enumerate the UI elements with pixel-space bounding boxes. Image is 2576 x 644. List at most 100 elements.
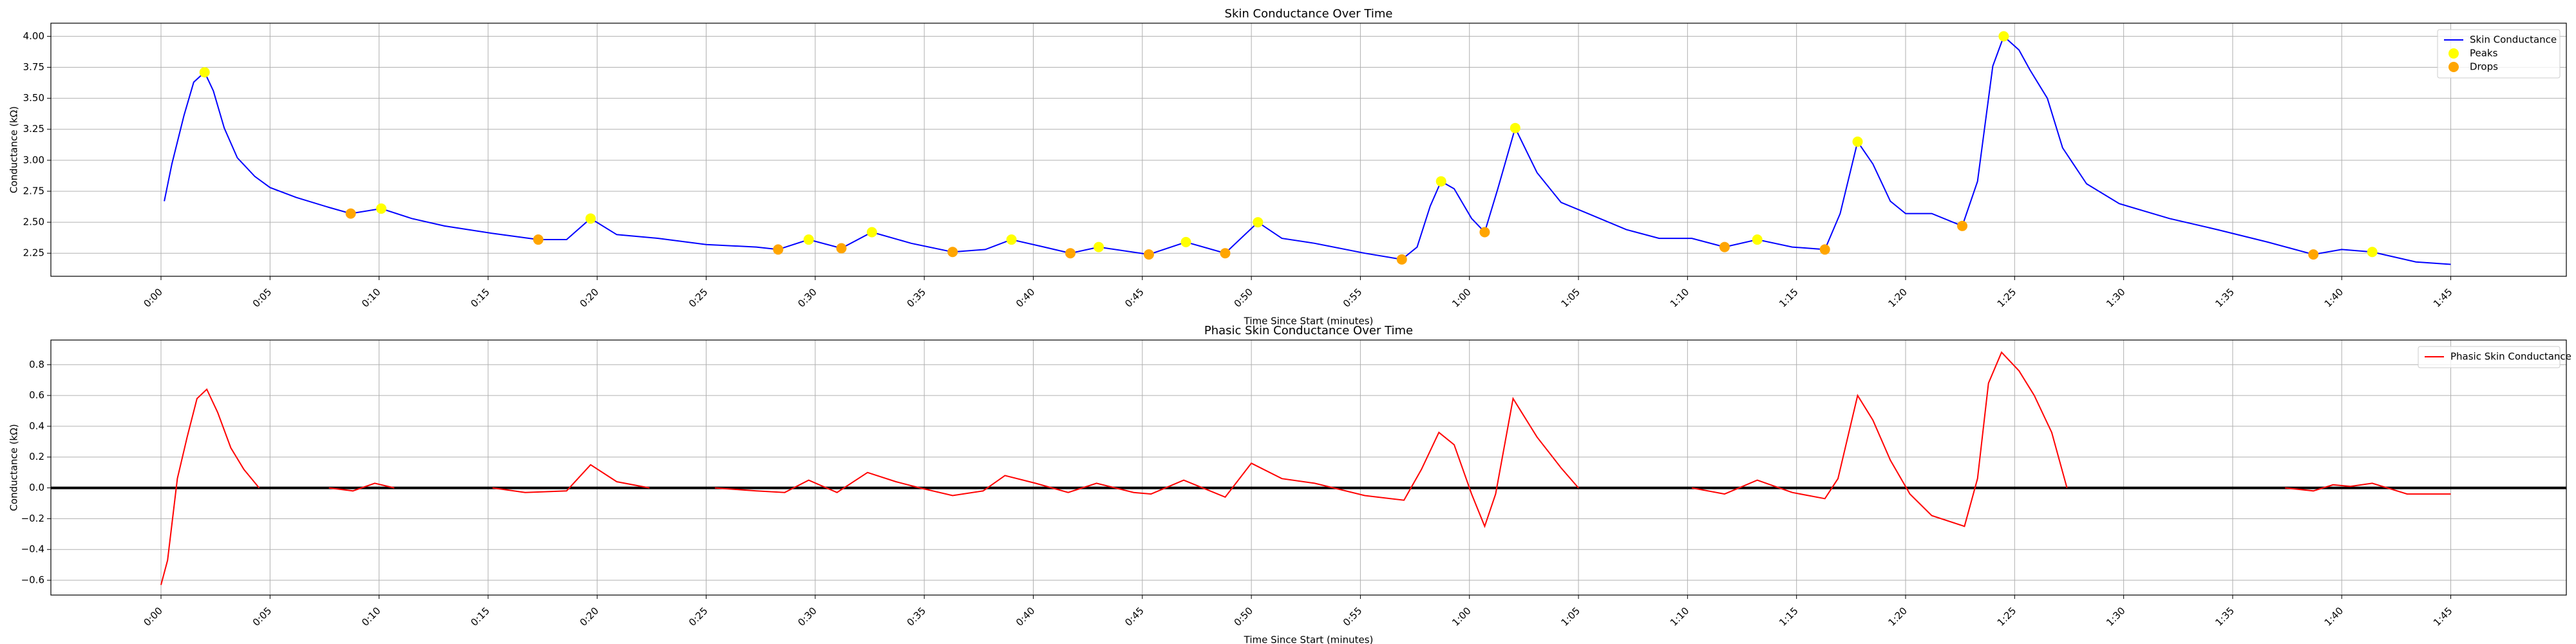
x-tick-label: 0:10 (359, 286, 383, 310)
x-tick-label: 1:30 (2104, 605, 2128, 629)
y-tick-label: 2.50 (23, 216, 44, 228)
plot-frame (50, 23, 2567, 277)
y-tick-label: 3.50 (23, 92, 44, 104)
scatter-point (1143, 249, 1154, 260)
y-tick-label: −0.4 (21, 544, 44, 555)
scatter-point (345, 208, 356, 219)
x-tick-label: 0:00 (141, 286, 165, 310)
series-line (160, 351, 2451, 585)
scatter-point (1819, 244, 1830, 255)
x-tick-label: 1:15 (1777, 286, 1801, 310)
x-tick-label: 1:05 (1559, 605, 1583, 629)
scatter-point (803, 234, 814, 245)
scatter-point (376, 203, 387, 214)
plot-frame (50, 339, 2567, 596)
legend-box (2418, 346, 2561, 368)
scatter-point (1180, 236, 1191, 247)
scatter-point (836, 243, 847, 254)
scatter-point (2367, 247, 2378, 258)
y-tick-label: 2.75 (23, 185, 44, 196)
y-tick-label: 4.00 (23, 30, 44, 42)
x-tick-label: 1:20 (1886, 605, 1909, 629)
subplot: 0:00 0:05 0:10 0:15 0:20 0:25 0:30 0:35 0:40 0:45… (8, 324, 2571, 644)
x-tick-label: 1:45 (2431, 286, 2455, 310)
scatter-point (1220, 248, 1231, 259)
y-tick-label: 2.25 (23, 247, 44, 259)
x-tick-label: 1:00 (1450, 286, 1473, 310)
legend-label: Phasic Skin Conductance (2450, 351, 2571, 363)
scatter-point (1094, 242, 1104, 252)
x-tick-label: 1:15 (1777, 605, 1801, 629)
y-tick-label: 0.8 (29, 359, 44, 370)
scatter-point (1065, 248, 1076, 259)
x-tick-label: 1:30 (2104, 286, 2128, 310)
x-tick-label: 0:15 (468, 286, 492, 310)
y-tick-label: 0.6 (29, 390, 44, 401)
y-tick-label: 3.75 (23, 61, 44, 73)
y-tick-label: 0.0 (29, 482, 44, 493)
scatter-point (1752, 234, 1763, 245)
scatter-point (1719, 242, 1730, 252)
x-tick-label: 0:45 (1122, 605, 1146, 629)
scatter-point (199, 67, 210, 78)
scatter-point (533, 234, 544, 245)
y-tick-label: −0.6 (21, 574, 44, 586)
scatter-point (585, 213, 596, 224)
legend: Phasic Skin Conductance (2418, 346, 2571, 368)
legend-marker (2448, 48, 2459, 59)
scatter-point (1479, 227, 1490, 238)
chart-title: Phasic Skin Conductance Over Time (1204, 324, 1413, 337)
x-tick-label: 0:30 (795, 605, 819, 629)
legend-label: Drops (2470, 61, 2498, 73)
x-tick-label: 1:25 (1995, 286, 2019, 310)
x-tick-label: 1:10 (1668, 286, 1692, 310)
scatter-point (1957, 220, 1968, 231)
x-tick-label: 0:45 (1122, 286, 1146, 310)
x-tick-label: 0:40 (1014, 605, 1037, 629)
y-axis-label: Conductance (kΩ) (8, 106, 20, 193)
y-tick-label: 0.4 (29, 420, 44, 431)
scatter-point (1253, 217, 1264, 228)
y-axis-label: Conductance (kΩ) (8, 424, 20, 511)
x-tick-label: 0:50 (1232, 605, 1256, 629)
x-axis-label: Time Since Start (minutes) (1244, 634, 1374, 644)
scatter-point (1435, 176, 1446, 187)
subplot: 0:00 0:05 0:10 0:15 0:20 0:25 0:30 0:35 0:40 0:45… (8, 7, 2567, 327)
legend-marker (2448, 62, 2459, 72)
y-tick-label: 3.25 (23, 123, 44, 135)
x-tick-label: 0:00 (141, 605, 165, 629)
x-tick-label: 0:15 (468, 605, 492, 629)
x-tick-label: 0:40 (1014, 286, 1037, 310)
y-tick-label: 3.00 (23, 154, 44, 166)
x-tick-label: 1:25 (1995, 605, 2019, 629)
legend-label: Peaks (2470, 48, 2498, 59)
x-tick-label: 1:40 (2322, 605, 2346, 629)
x-tick-label: 0:20 (578, 605, 601, 629)
series-line (164, 35, 2451, 265)
x-tick-label: 0:50 (1232, 286, 1256, 310)
x-axis-label: Time Since Start (minutes) (1244, 316, 1374, 327)
scatter-point (947, 247, 958, 258)
x-tick-label: 1:00 (1450, 605, 1473, 629)
x-tick-label: 1:35 (2213, 605, 2237, 629)
x-tick-label: 1:45 (2431, 605, 2455, 629)
x-tick-label: 0:25 (687, 286, 710, 310)
scatter-point (1852, 136, 1863, 147)
x-tick-label: 0:20 (578, 286, 601, 310)
x-tick-label: 1:10 (1668, 605, 1692, 629)
x-tick-label: 0:25 (687, 605, 710, 629)
x-tick-label: 0:05 (251, 286, 274, 310)
x-tick-label: 0:35 (905, 286, 929, 310)
chart-title: Skin Conductance Over Time (1225, 7, 1393, 21)
x-tick-label: 1:40 (2322, 286, 2346, 310)
scatter-point (773, 244, 784, 255)
x-tick-label: 0:10 (359, 605, 383, 629)
scatter-point (1006, 234, 1017, 245)
scatter-point (2308, 249, 2319, 260)
x-tick-label: 0:05 (251, 605, 274, 629)
legend: Skin Conductance Peaks Drops (2437, 29, 2561, 79)
y-tick-label: 0.2 (29, 451, 44, 462)
legend-box (2437, 29, 2561, 79)
